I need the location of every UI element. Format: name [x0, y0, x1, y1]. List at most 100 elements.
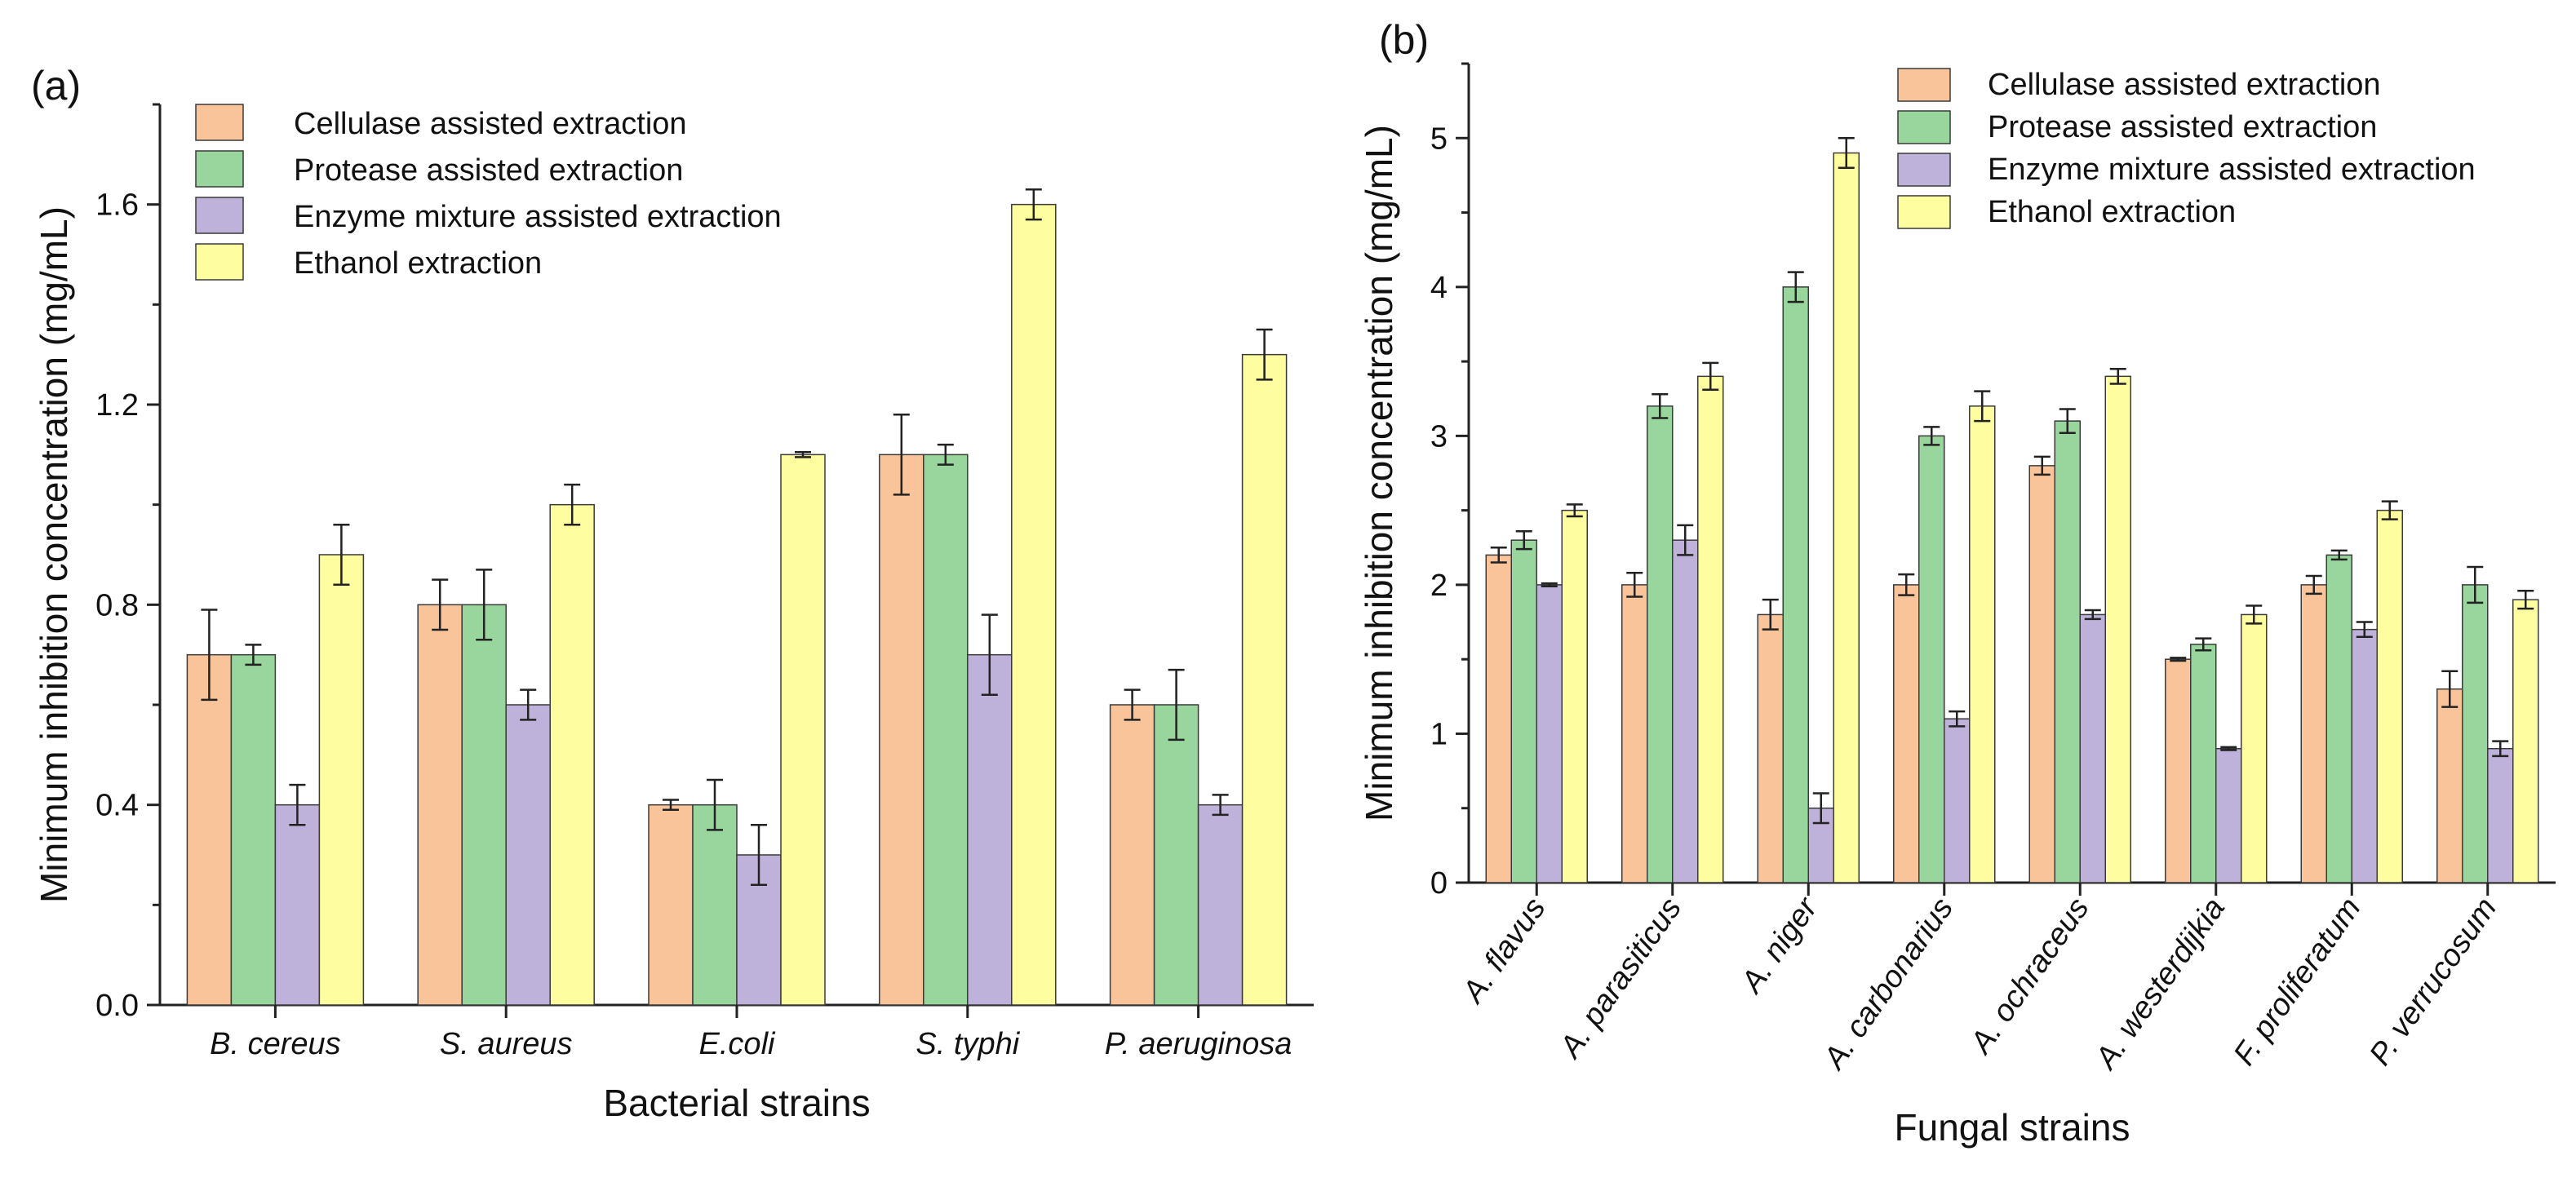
bar [648, 803, 694, 1006]
x-tick-label: A. flavus [1455, 892, 1552, 1010]
bar [1197, 803, 1244, 1006]
bar [1536, 584, 1563, 883]
bar [461, 604, 507, 1006]
x-tick-label: S. aureus [440, 1027, 573, 1061]
panel-label: (a) [31, 63, 81, 108]
bar [2054, 420, 2081, 883]
legend-label: Enzyme mixture assisted extraction [1988, 153, 2476, 187]
bar [967, 653, 1013, 1006]
bar [549, 503, 595, 1006]
legend-swatch [195, 150, 244, 188]
bar [230, 653, 277, 1006]
bar [2376, 509, 2403, 883]
bar [1241, 353, 1288, 1006]
y-tick-label: 1.2 [95, 388, 139, 423]
legend-label: Cellulase assisted extraction [294, 107, 687, 141]
bar [2300, 584, 2327, 883]
legend-swatch [1897, 153, 1951, 187]
bar [1485, 554, 1512, 883]
bar [2165, 658, 2192, 883]
bar [1757, 613, 1784, 883]
legend-swatch [195, 243, 244, 281]
bar [1893, 584, 1920, 883]
bar [923, 454, 969, 1006]
x-tick-label: A. carbonarius [1816, 892, 1960, 1076]
bar [1672, 539, 1699, 883]
bar [2512, 599, 2539, 883]
y-axis-title: Minimum inhibition concentration (mg/mL) [33, 206, 75, 903]
x-tick-label: S. typhi [916, 1027, 1020, 1061]
bar [417, 604, 463, 1006]
y-tick-label: 1.6 [95, 188, 139, 223]
x-axis-title: Fungal strains [1895, 1106, 2130, 1149]
bar [2215, 747, 2242, 883]
y-tick-label: 4 [1430, 271, 1448, 305]
legend-label: Ethanol extraction [294, 246, 542, 281]
legend-label: Enzyme mixture assisted extraction [294, 200, 782, 234]
x-tick-label: A. ochraceus [1963, 892, 2096, 1060]
bar [1969, 405, 1996, 883]
legend-label: Protease assisted extraction [294, 153, 683, 188]
x-tick-label: B. cereus [210, 1027, 341, 1061]
bar [1011, 203, 1057, 1006]
bar [2079, 613, 2106, 883]
x-tick-label: A. niger [1734, 891, 1824, 1000]
legend-swatch [1897, 68, 1951, 102]
x-tick-label: P. verrucosum [2363, 892, 2503, 1072]
panel-a-chart: 0.0 0.4 0.8 1.2 1.6 B. cereus S. aureus E.coli S… [31, 63, 1314, 1124]
bar [1918, 435, 1945, 883]
y-tick-label: 0 [1430, 866, 1448, 901]
x-tick-label: A. parasiticus [1553, 892, 1688, 1065]
bar [2028, 465, 2055, 883]
y-axis-title: Minimum inhibition concentration (mg/mL) [1358, 125, 1400, 821]
bar [1561, 509, 1588, 883]
bar [318, 554, 365, 1006]
bar [2351, 628, 2378, 883]
bar [1647, 405, 1674, 883]
y-tick-label: 2 [1430, 569, 1448, 603]
x-axis-title: Bacterial strains [603, 1082, 870, 1124]
panel-label: (b) [1379, 17, 1429, 63]
bar [2436, 688, 2463, 883]
legend-swatch [195, 104, 244, 141]
bar [780, 454, 826, 1006]
legend-swatch [1897, 110, 1951, 144]
bar [2325, 554, 2352, 883]
bar [1153, 704, 1199, 1006]
x-tick-label: F. proliferatum [2228, 892, 2368, 1072]
bar [2462, 584, 2489, 883]
bar [1109, 704, 1155, 1006]
legend-swatch [1897, 195, 1951, 229]
y-tick-label: 5 [1430, 122, 1448, 156]
bar [692, 803, 738, 1006]
y-tick-label: 1 [1430, 717, 1448, 751]
bar [1621, 584, 1648, 883]
bar [1697, 375, 1724, 883]
bar [2104, 375, 2131, 883]
bar [274, 803, 321, 1006]
legend-label: Protease assisted extraction [1988, 110, 2377, 144]
bar [1833, 152, 1860, 883]
bar [1510, 539, 1537, 883]
bar [2190, 644, 2217, 883]
bar [2487, 747, 2514, 883]
bar [186, 653, 233, 1006]
bar [2241, 613, 2268, 883]
bar [879, 454, 924, 1006]
legend-swatch [195, 197, 244, 234]
y-tick-label: 0.8 [95, 588, 139, 622]
y-tick-label: 3 [1430, 419, 1448, 454]
legend-label: Ethanol extraction [1988, 195, 2236, 229]
x-tick-label: P. aeruginosa [1105, 1027, 1292, 1061]
y-tick-label: 0.4 [95, 789, 139, 823]
bar [1782, 286, 1809, 883]
x-tick-label: E.coli [699, 1027, 776, 1061]
y-tick-label: 0.0 [95, 989, 139, 1023]
legend-label: Cellulase assisted extraction [1988, 68, 2381, 102]
bar [1944, 718, 1971, 883]
bar [505, 704, 551, 1006]
x-tick-label: A. westerdijkia [2088, 892, 2232, 1076]
